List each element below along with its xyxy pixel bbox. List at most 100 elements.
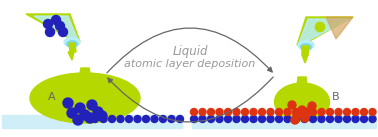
Polygon shape (68, 52, 74, 60)
Circle shape (298, 106, 306, 114)
Circle shape (267, 115, 274, 122)
Circle shape (242, 109, 248, 115)
Polygon shape (326, 17, 353, 39)
Circle shape (143, 115, 150, 122)
Text: atomic layer deposition: atomic layer deposition (124, 59, 256, 69)
Circle shape (134, 115, 141, 122)
Circle shape (93, 107, 103, 117)
Circle shape (276, 109, 282, 115)
Circle shape (344, 109, 350, 115)
Circle shape (59, 28, 68, 36)
Circle shape (361, 109, 367, 115)
Ellipse shape (274, 83, 330, 121)
Circle shape (369, 115, 376, 122)
Circle shape (208, 109, 214, 115)
Circle shape (117, 115, 124, 122)
Circle shape (335, 109, 342, 115)
Circle shape (51, 15, 60, 25)
Circle shape (63, 98, 73, 108)
Circle shape (318, 109, 325, 115)
Circle shape (168, 115, 175, 122)
Circle shape (225, 115, 231, 122)
Circle shape (97, 111, 107, 121)
Circle shape (267, 109, 274, 115)
Circle shape (80, 110, 90, 120)
Circle shape (125, 115, 133, 122)
Polygon shape (34, 16, 78, 40)
Text: A: A (48, 92, 56, 102)
Circle shape (67, 108, 77, 118)
Circle shape (216, 109, 223, 115)
Circle shape (199, 115, 206, 122)
Circle shape (177, 115, 183, 122)
Ellipse shape (64, 38, 80, 46)
Circle shape (301, 115, 308, 122)
Circle shape (301, 114, 309, 122)
Circle shape (85, 113, 95, 123)
Circle shape (318, 115, 325, 122)
Bar (2, 115, 182, 128)
Polygon shape (299, 19, 350, 43)
Circle shape (199, 109, 206, 115)
Circle shape (352, 115, 359, 122)
Circle shape (308, 102, 316, 110)
Ellipse shape (67, 41, 77, 47)
Circle shape (291, 116, 299, 124)
Circle shape (108, 115, 116, 122)
Circle shape (288, 101, 296, 109)
Polygon shape (69, 43, 76, 52)
Polygon shape (302, 55, 308, 63)
Circle shape (160, 115, 166, 122)
Circle shape (352, 109, 359, 115)
Circle shape (216, 115, 223, 122)
Circle shape (369, 109, 376, 115)
Polygon shape (302, 46, 309, 55)
Circle shape (75, 103, 85, 113)
Circle shape (73, 115, 83, 125)
Polygon shape (26, 14, 80, 42)
Circle shape (208, 115, 214, 122)
Circle shape (87, 100, 97, 110)
Circle shape (91, 115, 99, 122)
Circle shape (259, 115, 265, 122)
Circle shape (293, 115, 299, 122)
Circle shape (250, 115, 257, 122)
Circle shape (233, 115, 240, 122)
Circle shape (301, 109, 308, 115)
Circle shape (293, 111, 301, 119)
Polygon shape (297, 17, 353, 45)
Text: Liquid: Liquid (172, 45, 208, 58)
Circle shape (45, 28, 54, 36)
Circle shape (56, 22, 65, 31)
Circle shape (303, 108, 311, 116)
Circle shape (293, 109, 299, 115)
Ellipse shape (30, 73, 140, 123)
Polygon shape (296, 77, 308, 94)
Circle shape (276, 115, 282, 122)
Ellipse shape (301, 44, 311, 50)
Circle shape (344, 115, 350, 122)
Circle shape (191, 115, 197, 122)
Ellipse shape (298, 41, 314, 49)
Circle shape (361, 115, 367, 122)
Circle shape (242, 115, 248, 122)
Circle shape (259, 109, 265, 115)
Polygon shape (77, 68, 93, 88)
Circle shape (327, 109, 333, 115)
Circle shape (191, 109, 197, 115)
Circle shape (327, 115, 333, 122)
Circle shape (250, 109, 257, 115)
Circle shape (335, 115, 342, 122)
Circle shape (310, 115, 316, 122)
Circle shape (284, 109, 291, 115)
Text: B: B (332, 92, 339, 102)
Bar (192, 115, 376, 128)
Circle shape (43, 19, 53, 28)
Circle shape (100, 115, 107, 122)
Circle shape (315, 22, 325, 32)
Circle shape (310, 109, 316, 115)
Circle shape (151, 115, 158, 122)
Circle shape (233, 109, 240, 115)
Circle shape (225, 109, 231, 115)
Circle shape (284, 115, 291, 122)
